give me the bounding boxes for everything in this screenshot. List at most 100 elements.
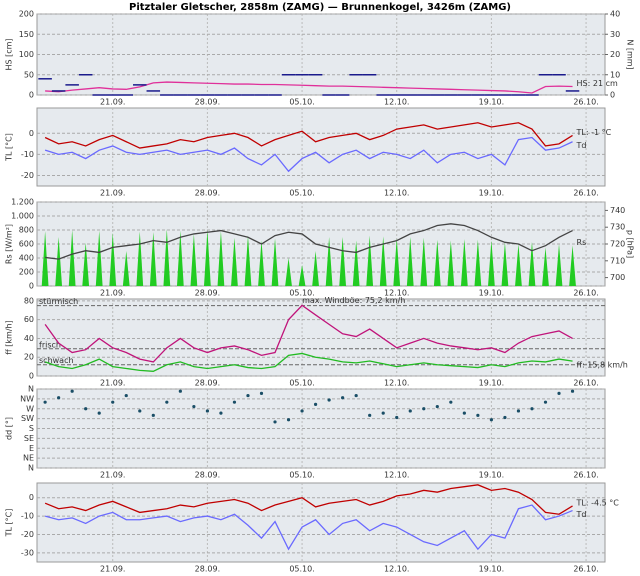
bar — [474, 239, 482, 286]
point — [449, 400, 453, 404]
point — [232, 400, 237, 404]
y-tick-label: 400 — [19, 254, 34, 263]
x-tick-label: 05.10. — [289, 98, 314, 107]
y2-tick-label: 740 — [610, 206, 625, 215]
bar — [204, 230, 211, 286]
x-tick-label: 12.10. — [384, 189, 409, 198]
point — [462, 411, 466, 415]
point — [286, 418, 291, 422]
bar — [231, 237, 238, 286]
bar — [68, 230, 76, 286]
bar — [312, 251, 319, 286]
x-tick-label: 05.10. — [289, 565, 314, 574]
y-tick-label: NE — [23, 454, 34, 463]
point — [70, 389, 74, 393]
point — [503, 415, 507, 420]
y-tick-label: -10 — [21, 150, 34, 159]
x-tick-label: 05.10. — [289, 379, 314, 388]
y-tick-label: 150 — [19, 30, 34, 39]
bar — [352, 240, 360, 286]
y-tick-label: NW — [20, 394, 34, 403]
point — [300, 409, 304, 413]
y-tick-label: 1.200 — [11, 198, 34, 207]
bar — [122, 251, 130, 286]
series-line — [45, 81, 573, 94]
x-tick-label: 26.10. — [573, 189, 598, 198]
y2-tick-label: 720 — [610, 240, 625, 249]
bar — [406, 237, 414, 286]
x-tick-label: 12.10. — [384, 565, 409, 574]
bar — [542, 247, 549, 286]
y-tick-label: 80 — [24, 296, 34, 305]
bar — [163, 229, 171, 286]
bar — [325, 237, 333, 286]
y2-tick-label: 0 — [610, 91, 615, 100]
point — [219, 411, 223, 415]
y-axis-label: dd [°] — [5, 417, 14, 440]
point — [124, 393, 128, 398]
y-tick-label: W — [26, 404, 34, 413]
plot-area — [36, 107, 606, 187]
point — [368, 413, 372, 417]
bar — [515, 244, 522, 286]
series-line — [45, 223, 573, 260]
point — [530, 407, 534, 411]
bar — [339, 237, 347, 286]
x-tick-label: 26.10. — [573, 471, 598, 480]
point — [557, 391, 561, 395]
y-tick-label: 60 — [24, 315, 34, 324]
level-label: frisch — [39, 340, 61, 349]
point — [489, 418, 493, 422]
y-tick-label: 0 — [29, 129, 34, 138]
point — [43, 400, 47, 404]
x-tick-label: 12.10. — [384, 471, 409, 480]
x-tick-label: 05.10. — [289, 471, 314, 480]
x-tick-label: 19.10. — [479, 189, 504, 198]
x-tick-label: 28.09. — [195, 471, 220, 480]
point — [381, 411, 385, 415]
x-tick-label: 28.09. — [195, 379, 220, 388]
plot-area — [36, 298, 606, 377]
y-tick-label: 1.000 — [11, 212, 34, 221]
y-axis-label: Rs [W/m²] — [5, 224, 14, 264]
y-tick-label: 200 — [19, 268, 34, 277]
bar — [447, 240, 455, 286]
bar — [379, 236, 387, 286]
point — [313, 402, 318, 406]
y2-tick-label: 700 — [610, 273, 625, 282]
y2-tick-label: 10 — [610, 70, 620, 79]
y2-tick-label: 30 — [610, 30, 620, 39]
point — [259, 391, 264, 395]
y-tick-label: E — [29, 444, 34, 453]
x-tick-label: 26.10. — [573, 565, 598, 574]
bar — [190, 234, 198, 286]
x-tick-label: 21.09. — [100, 379, 125, 388]
annotation: TL: -1 °C — [576, 128, 612, 137]
bar — [501, 242, 509, 286]
y-tick-label: 0 — [29, 493, 34, 502]
series-line — [44, 304, 573, 363]
point — [97, 411, 101, 415]
y-tick-label: 0 — [29, 91, 34, 100]
bar — [82, 242, 90, 286]
annotation: Td — [576, 141, 587, 150]
x-tick-label: 05.10. — [289, 289, 314, 298]
bar — [569, 245, 576, 286]
x-tick-label: 28.09. — [195, 565, 220, 574]
x-tick-label: 05.10. — [289, 189, 314, 198]
annotation: ff: 15,8 km/h — [577, 361, 628, 370]
x-tick-label: 21.09. — [100, 289, 125, 298]
y-axis-label: HS [cm] — [5, 38, 14, 70]
x-tick-label: 19.10. — [479, 289, 504, 298]
point — [57, 396, 61, 400]
y-axis-label: TL [°C] — [5, 509, 14, 538]
y-axis-label: TL [°C] — [5, 133, 14, 162]
bar — [393, 238, 401, 286]
x-tick-label: 19.10. — [479, 98, 504, 107]
plot-area — [36, 13, 606, 96]
y-tick-label: SE — [24, 434, 34, 443]
y2-tick-label: 20 — [610, 50, 620, 59]
bar — [109, 232, 117, 286]
bar — [420, 237, 428, 286]
x-tick-label: 28.09. — [195, 98, 220, 107]
